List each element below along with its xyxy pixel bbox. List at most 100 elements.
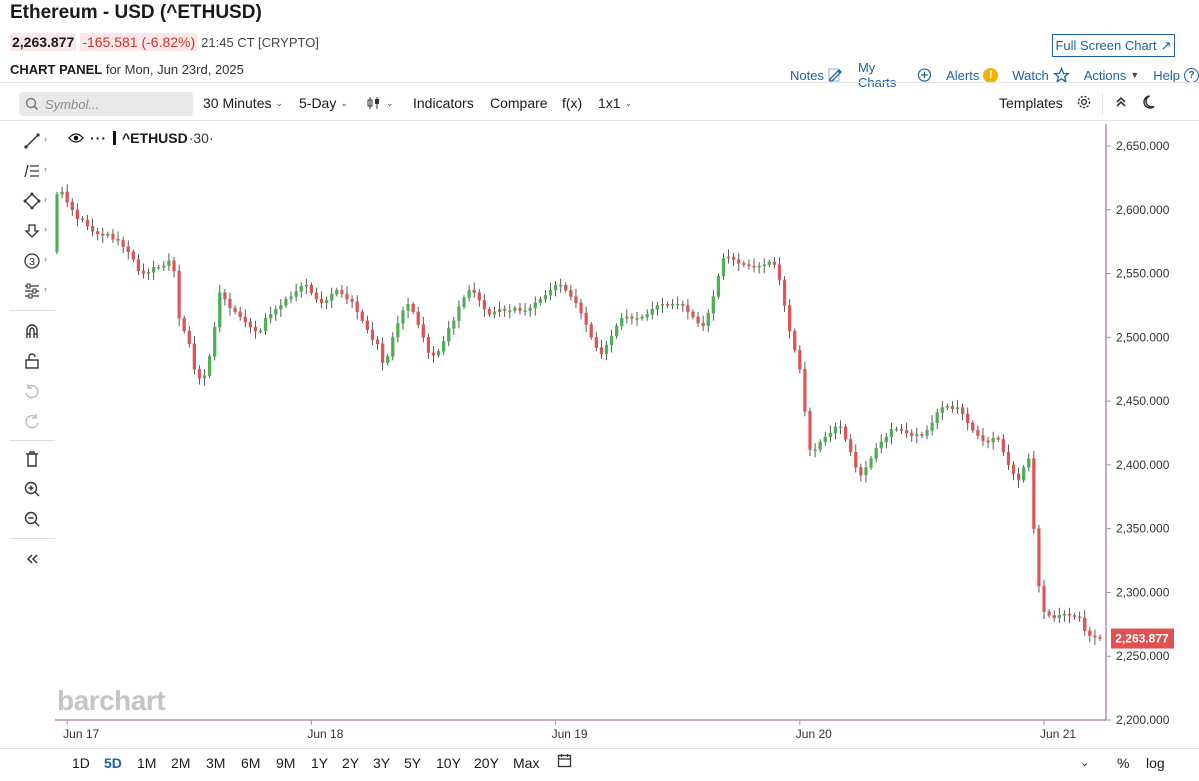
delete-drawings-button[interactable] (20, 448, 44, 470)
candle-body (1062, 613, 1066, 616)
candle-body (767, 261, 771, 265)
dark-mode-toggle[interactable] (1143, 94, 1159, 110)
range-1d-button[interactable]: 1D (72, 755, 90, 771)
candle-body (350, 298, 354, 302)
candle-body (574, 296, 578, 304)
range-5d-button[interactable]: 5D (104, 755, 122, 771)
chevron-right-icon[interactable]: › (44, 134, 47, 144)
candle-body (640, 316, 644, 319)
layout-select[interactable]: 1x1 ⌄ (598, 95, 632, 111)
my-charts-link[interactable]: My Charts (858, 60, 932, 90)
trash-icon (26, 451, 38, 467)
log-toggle[interactable]: log (1146, 755, 1165, 771)
undo-button[interactable] (20, 380, 44, 402)
actions-menu[interactable]: Actions ▼ (1084, 68, 1140, 83)
chevron-right-icon[interactable]: › (44, 284, 47, 294)
interval-select[interactable]: 30 Minutes ⌄ (203, 95, 283, 111)
candle-body (681, 303, 685, 306)
chevron-right-icon[interactable]: › (44, 194, 47, 204)
lock-tool[interactable] (20, 350, 44, 372)
notes-link[interactable]: Notes (790, 67, 844, 83)
candle-body (604, 344, 609, 355)
chevron-right-icon[interactable]: › (44, 224, 47, 234)
trendline-icon (24, 133, 40, 149)
range-9m-button[interactable]: 9M (276, 755, 296, 771)
candle-body (421, 324, 425, 338)
indicators-button[interactable]: Indicators (413, 95, 474, 111)
range-3m-button[interactable]: 3M (206, 755, 226, 771)
candle-body (299, 286, 303, 292)
candle-body (793, 330, 797, 351)
calendar-button[interactable] (557, 753, 572, 771)
candle-body (131, 251, 135, 260)
fib-tool[interactable] (20, 160, 44, 182)
full-screen-chart-button[interactable]: Full Screen Chart ↗ (1052, 34, 1175, 57)
range-1y-button[interactable]: 1Y (311, 755, 329, 771)
range-5y-button[interactable]: 5Y (404, 755, 422, 771)
range-10y-button[interactable]: 10Y (436, 755, 461, 771)
pencil-icon (828, 68, 842, 82)
range-20y-button[interactable]: 20Y (474, 755, 499, 771)
candle-body (1093, 635, 1097, 638)
range-max-button[interactable]: Max (513, 755, 540, 771)
candle-body (696, 316, 700, 324)
range-2y-button[interactable]: 2Y (342, 755, 360, 771)
percent-toggle[interactable]: % (1117, 755, 1130, 771)
candle-body (1067, 613, 1072, 616)
templates-button[interactable]: Templates (999, 95, 1063, 111)
settings-button[interactable] (1076, 94, 1092, 110)
range-3y-button[interactable]: 3Y (373, 755, 391, 771)
candle-body (630, 316, 634, 319)
eye-icon[interactable] (68, 132, 84, 144)
function-button[interactable]: f(x) (562, 95, 582, 111)
chevron-right-icon[interactable]: › (44, 164, 47, 174)
candle-body (711, 296, 715, 314)
candle-body (401, 310, 405, 324)
alerts-label: Alerts (946, 67, 980, 83)
alerts-link[interactable]: Alerts ! (946, 67, 999, 83)
trendline-tool[interactable] (20, 130, 44, 152)
shape-tool[interactable] (20, 190, 44, 212)
candle-body (732, 256, 736, 260)
price-chart[interactable]: 2,650.000 2,600.000 2,550.000 2,500.000 2,45… (55, 124, 1180, 748)
range-6m-button[interactable]: 6M (241, 755, 261, 771)
candle-body (925, 430, 929, 436)
range-1m-button[interactable]: 1M (137, 755, 157, 771)
compare-button[interactable]: Compare (490, 95, 548, 111)
magnet-tool[interactable] (20, 320, 44, 342)
counter-tool[interactable]: 3 (20, 250, 44, 272)
chart-type-select[interactable]: ⌄ (366, 95, 394, 111)
candle-body (1022, 467, 1026, 481)
candle-body (777, 264, 782, 281)
candle-body (218, 292, 222, 328)
range-2m-button[interactable]: 2M (171, 755, 191, 771)
y-tick-label: 2,200.000 (1116, 713, 1170, 727)
period-label: 5-Day (299, 95, 337, 111)
redo-button[interactable] (20, 410, 44, 432)
chevron-right-icon[interactable]: › (44, 254, 47, 264)
chevrons-down-icon[interactable]: ⌄ (1080, 757, 1090, 769)
period-select[interactable]: 5-Day ⌄ (299, 95, 348, 111)
more-icon[interactable]: ··· (90, 130, 107, 146)
toolbar-divider (1102, 93, 1103, 115)
measure-tool[interactable] (20, 280, 44, 302)
moon-icon (1143, 95, 1155, 109)
y-tick-label: 2,450.000 (1116, 394, 1170, 408)
candle-body (945, 406, 949, 408)
y-tick-label: 2,250.000 (1116, 649, 1170, 663)
candle-body (197, 369, 202, 379)
arrow-tool[interactable] (20, 220, 44, 242)
candle-body (1006, 451, 1011, 466)
candle-body (85, 219, 90, 227)
watch-link[interactable]: Watch (1012, 66, 1070, 84)
collapse-button[interactable] (1114, 94, 1128, 110)
help-link[interactable]: Help ? (1153, 67, 1199, 83)
candle-body (157, 266, 161, 269)
zoom-in-button[interactable] (20, 478, 44, 500)
candle-body (991, 437, 995, 443)
candle-body (309, 284, 313, 293)
collapse-tools-button[interactable] (20, 548, 44, 570)
symbol-search-input[interactable]: Symbol... (19, 92, 193, 116)
zoom-out-button[interactable] (20, 508, 44, 530)
zoom-out-icon (24, 511, 40, 527)
